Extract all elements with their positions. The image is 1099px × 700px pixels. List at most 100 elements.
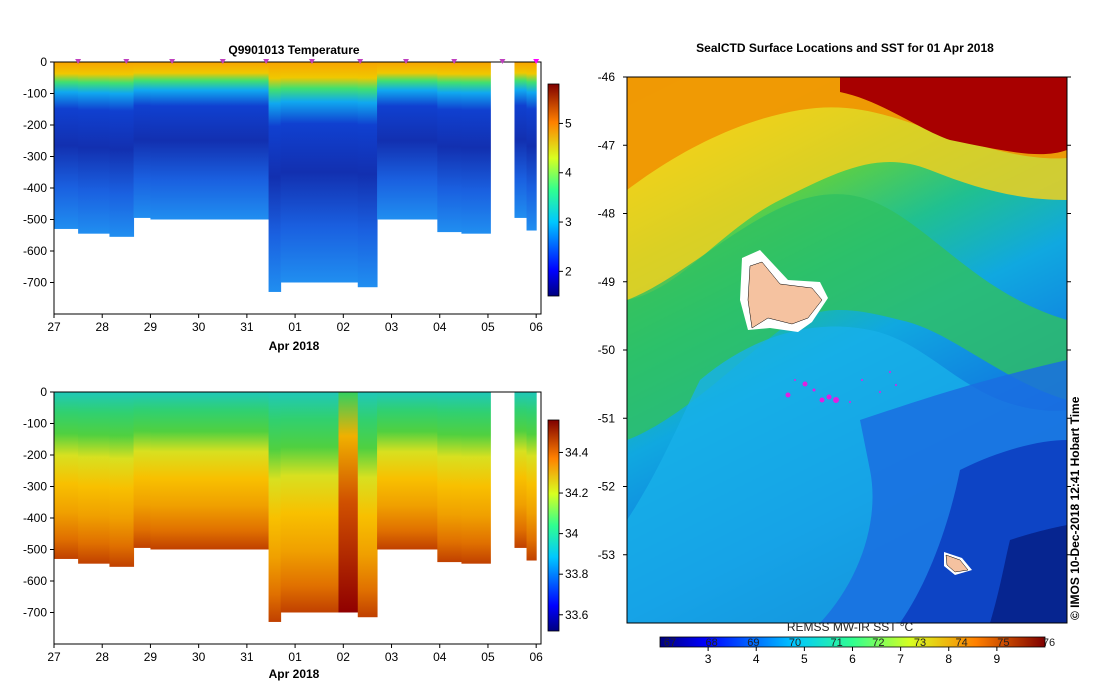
profile-column bbox=[174, 62, 200, 220]
y-tick-label: -300 bbox=[23, 480, 47, 494]
x-tick-label: 31 bbox=[240, 650, 254, 664]
x-tick-label: 31 bbox=[240, 320, 254, 334]
map-colorbar-tick-label-f: 75 bbox=[997, 637, 1009, 649]
map-y-tick-label: -53 bbox=[598, 548, 616, 562]
salinity-xlabel: Apr 2018 bbox=[269, 667, 320, 681]
y-tick-label: -300 bbox=[23, 150, 47, 164]
temperature-title: Q9901013 Temperature bbox=[228, 43, 360, 57]
profile-marker bbox=[499, 59, 506, 64]
map-y-tick-label: -47 bbox=[598, 138, 616, 152]
y-tick-label: -200 bbox=[23, 118, 47, 132]
x-tick-label: 27 bbox=[47, 650, 61, 664]
salinity-colorbar-ticks: 33.6 33.8 34 34.2 34.4 bbox=[559, 445, 589, 622]
map-colorbar-tick-label-f: 68 bbox=[706, 637, 718, 649]
profile-column bbox=[415, 62, 438, 220]
profile-column bbox=[319, 62, 339, 283]
profile-column bbox=[526, 62, 537, 231]
map-colorbar-tick-label: 7 bbox=[897, 652, 904, 666]
profile-column bbox=[280, 392, 301, 613]
map-y-tick-label: -50 bbox=[598, 343, 616, 357]
temperature-x-axis: 27 28 29 30 31 01 02 03 04 05 06 bbox=[47, 314, 543, 334]
profile-marker bbox=[263, 59, 270, 64]
profile-column bbox=[396, 62, 417, 220]
profile-column bbox=[338, 62, 359, 283]
map-colorbar-tick-label-f: 70 bbox=[789, 637, 801, 649]
profile-column bbox=[461, 62, 491, 234]
profile-marker bbox=[451, 59, 458, 64]
profile-column bbox=[246, 392, 270, 550]
profile-column bbox=[280, 62, 301, 283]
profile-marker bbox=[402, 59, 409, 64]
temperature-heatmap bbox=[54, 62, 537, 292]
profile-column bbox=[222, 392, 248, 550]
salinity-colorbar bbox=[547, 419, 560, 632]
map-colorbar-tick-label-f: 67 bbox=[664, 637, 676, 649]
profile-column bbox=[526, 392, 537, 561]
map-colorbar-tick-label: 3 bbox=[705, 652, 712, 666]
salinity-heatmap bbox=[54, 392, 537, 622]
y-tick-label: -600 bbox=[23, 574, 47, 588]
x-tick-label: 28 bbox=[96, 320, 110, 334]
profile-column bbox=[338, 392, 359, 613]
profile-marker bbox=[169, 59, 176, 64]
y-tick-label: -400 bbox=[23, 181, 47, 195]
x-tick-label: 02 bbox=[337, 320, 351, 334]
y-tick-label: -600 bbox=[23, 244, 47, 258]
salinity-x-axis: 27 28 29 30 31 01 02 03 04 05 06 bbox=[47, 644, 543, 664]
map-colorbar-tick-label-f: 76 bbox=[1043, 637, 1055, 649]
map-y-tick-label: -49 bbox=[598, 275, 616, 289]
map-colorbar-tick-label: 6 bbox=[849, 652, 856, 666]
colorbar-tick-label: 4 bbox=[565, 166, 572, 180]
map-colorbar-tick-label-f: 72 bbox=[872, 637, 884, 649]
profile-marker bbox=[123, 59, 130, 64]
profile-column bbox=[357, 392, 378, 618]
profile-column bbox=[415, 392, 438, 550]
colorbar-tick-label: 5 bbox=[565, 116, 572, 130]
colorbar-tick-label: 33.8 bbox=[565, 567, 589, 581]
profile-column bbox=[246, 62, 270, 220]
colorbar-tick-label: 3 bbox=[565, 215, 572, 229]
profile-column bbox=[299, 62, 320, 283]
y-tick-label: -100 bbox=[23, 87, 47, 101]
profile-column bbox=[150, 392, 176, 550]
profile-column bbox=[268, 62, 282, 292]
profile-marker bbox=[219, 59, 226, 64]
profile-column bbox=[150, 62, 176, 220]
profile-column bbox=[396, 392, 417, 550]
map-title: SealCTD Surface Locations and SST for 01… bbox=[696, 41, 994, 55]
profile-column bbox=[109, 62, 135, 237]
x-tick-label: 30 bbox=[192, 650, 206, 664]
sst-map-panel: SealCTD Surface Locations and SST for 01… bbox=[598, 41, 1082, 666]
profile-column bbox=[78, 392, 110, 564]
x-tick-label: 04 bbox=[433, 320, 447, 334]
y-tick-label: 0 bbox=[40, 385, 47, 399]
profile-column bbox=[109, 392, 135, 567]
map-colorbar-label: REMSS MW-IR SST °C bbox=[787, 620, 914, 634]
temperature-xlabel: Apr 2018 bbox=[269, 339, 320, 353]
map-colorbar-tick-label: 9 bbox=[994, 652, 1001, 666]
map-y-tick-label: -52 bbox=[598, 480, 616, 494]
profile-column bbox=[299, 392, 320, 613]
x-tick-label: 27 bbox=[47, 320, 61, 334]
colorbar-tick-label: 33.6 bbox=[565, 608, 589, 622]
map-y-tick-label: -48 bbox=[598, 207, 616, 221]
profile-column bbox=[377, 62, 397, 220]
x-tick-label: 06 bbox=[529, 650, 543, 664]
map-y-tick-label: -51 bbox=[598, 411, 616, 425]
profile-column bbox=[78, 62, 110, 234]
colorbar-tick-label: 34.2 bbox=[565, 486, 589, 500]
map-y-tick-label: -46 bbox=[598, 70, 616, 84]
colorbar-tick-label: 34 bbox=[565, 527, 579, 541]
salinity-panel: 0 -100 -200 -300 -400 -500 -600 -700 27 28 29 30 31… bbox=[23, 385, 589, 681]
x-tick-label: 02 bbox=[337, 650, 351, 664]
map-colorbar-tick-label-f: 74 bbox=[956, 637, 968, 649]
y-tick-label: -400 bbox=[23, 511, 47, 525]
x-tick-label: 06 bbox=[529, 320, 543, 334]
profile-column bbox=[437, 392, 462, 563]
map-colorbar-tick-label: 4 bbox=[753, 652, 760, 666]
x-tick-label: 05 bbox=[481, 320, 495, 334]
y-tick-label: -500 bbox=[23, 213, 47, 227]
map-colorbar-ticks: 3 4 5 6 7 8 967 68 69 70 71 72 73 74 75 76 bbox=[664, 637, 1055, 666]
profile-column bbox=[198, 392, 224, 550]
